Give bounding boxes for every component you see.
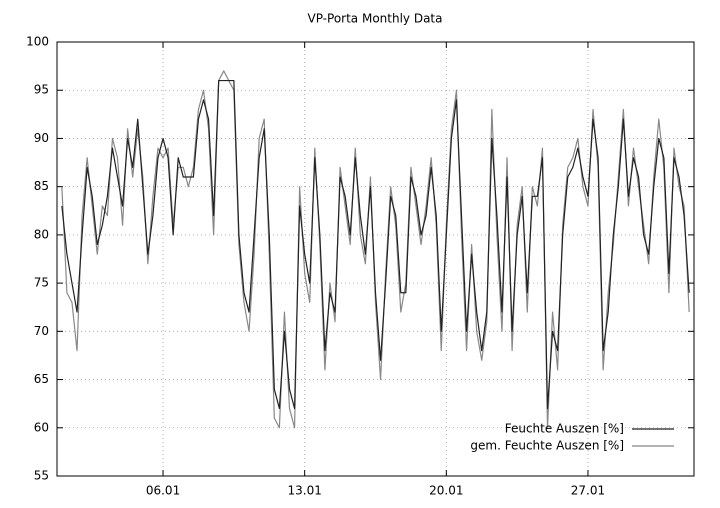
y-tick-label: 55 xyxy=(34,469,49,483)
y-tick-label: 85 xyxy=(34,179,49,193)
data-line xyxy=(61,79,690,410)
y-tick-label: 60 xyxy=(34,420,49,434)
x-tick-label: 20.01 xyxy=(429,484,463,498)
y-tick-label: 90 xyxy=(34,131,49,145)
legend-label: Feuchte Auszen [%] xyxy=(505,422,624,436)
y-tick-label: 70 xyxy=(34,324,49,338)
y-tick-label: 65 xyxy=(34,372,49,386)
chart-title: VP-Porta Monthly Data xyxy=(308,12,443,26)
x-tick-label: 13.01 xyxy=(287,484,321,498)
y-tick-label: 100 xyxy=(26,35,49,49)
legend-label: gem. Feuchte Auszen [%] xyxy=(470,439,624,453)
x-tick-label: 06.01 xyxy=(146,484,180,498)
plot-frame xyxy=(56,41,695,477)
y-tick-label: 75 xyxy=(34,276,49,290)
data-line xyxy=(61,70,690,429)
y-tick-label: 80 xyxy=(34,227,49,241)
x-tick-label: 27.01 xyxy=(571,484,605,498)
y-tick-label: 95 xyxy=(34,83,49,97)
